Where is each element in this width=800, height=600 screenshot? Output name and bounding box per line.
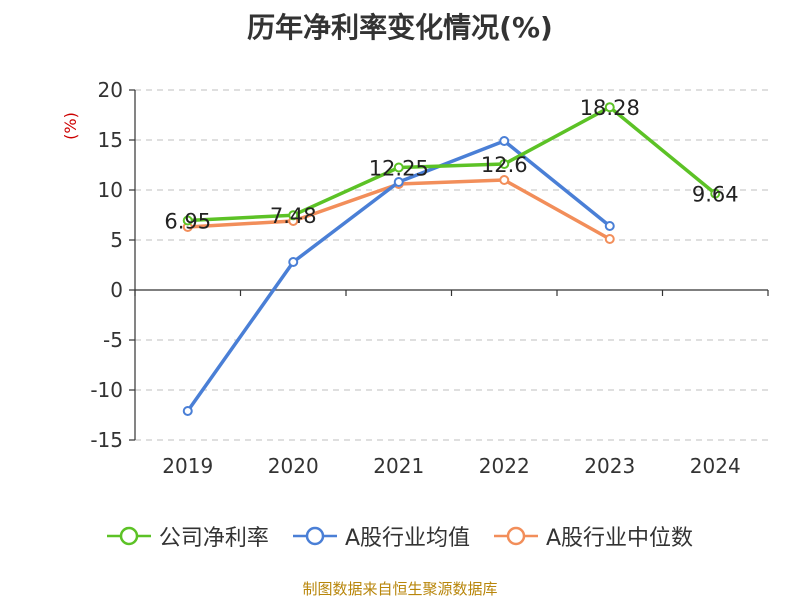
legend-label: A股行业中位数 xyxy=(546,526,694,551)
y-tick-label: 0 xyxy=(110,278,123,302)
axes: -15 -10 -5 0 5 10 15 20 2019 2020 2021 2022 2023 2024 xyxy=(90,78,769,478)
legend-line-icon xyxy=(494,526,538,546)
data-labels: 6.95 7.48 12.25 12.6 18.28 9.64 xyxy=(164,96,738,233)
x-tick-label: 2021 xyxy=(373,454,424,478)
y-tick-label: 15 xyxy=(98,128,123,152)
data-point xyxy=(499,159,510,169)
data-point xyxy=(393,177,404,187)
data-label: 18.28 xyxy=(580,96,640,120)
data-point xyxy=(393,162,404,173)
legend-item-industry-mean[interactable]: A股行业均值 xyxy=(292,520,470,552)
data-label: 12.6 xyxy=(481,153,528,177)
data-label: 9.64 xyxy=(692,183,739,207)
grid-lines xyxy=(135,89,768,441)
y-tick-label: 20 xyxy=(98,78,123,102)
x-tick-label: 2022 xyxy=(479,454,530,478)
data-point xyxy=(604,102,615,113)
legend-item-industry-median[interactable]: A股行业中位数 xyxy=(494,520,693,552)
source-note: 制图数据来自恒生聚源数据库 xyxy=(302,580,498,598)
y-tick-label: -10 xyxy=(90,378,123,402)
data-point xyxy=(710,188,721,199)
y-tick-label: -5 xyxy=(103,328,123,352)
data-point xyxy=(604,221,615,231)
data-point xyxy=(499,136,510,146)
data-point xyxy=(288,257,299,267)
legend-item-company[interactable]: 公司净利率 xyxy=(106,520,269,552)
legend-label: 公司净利率 xyxy=(158,526,269,551)
y-tick-label: 10 xyxy=(98,178,123,202)
data-point xyxy=(288,210,299,221)
legend: 公司净利率 A股行业均值 A股行业中位数 xyxy=(0,518,800,554)
legend-line-icon xyxy=(292,526,337,546)
y-tick-label: -15 xyxy=(90,428,123,452)
data-point xyxy=(182,215,193,226)
data-label: 7.48 xyxy=(270,204,317,228)
x-tick-label: 2020 xyxy=(268,454,319,478)
data-label: 6.95 xyxy=(164,210,211,234)
series-layer xyxy=(182,102,721,416)
y-tick-label: 5 xyxy=(110,228,123,252)
legend-line-icon xyxy=(106,526,151,546)
chart-title: 历年净利率变化情况(%) xyxy=(247,11,553,44)
legend-label: A股行业均值 xyxy=(344,526,470,551)
x-tick-label: 2024 xyxy=(690,454,741,478)
y-axis-label: (%) xyxy=(61,112,80,140)
data-point xyxy=(499,175,510,185)
data-point xyxy=(182,406,193,416)
x-tick-label: 2019 xyxy=(162,454,213,478)
data-point xyxy=(604,234,615,244)
x-tick-label: 2023 xyxy=(584,454,635,478)
series-line xyxy=(187,105,717,223)
data-label: 12.25 xyxy=(369,157,429,181)
